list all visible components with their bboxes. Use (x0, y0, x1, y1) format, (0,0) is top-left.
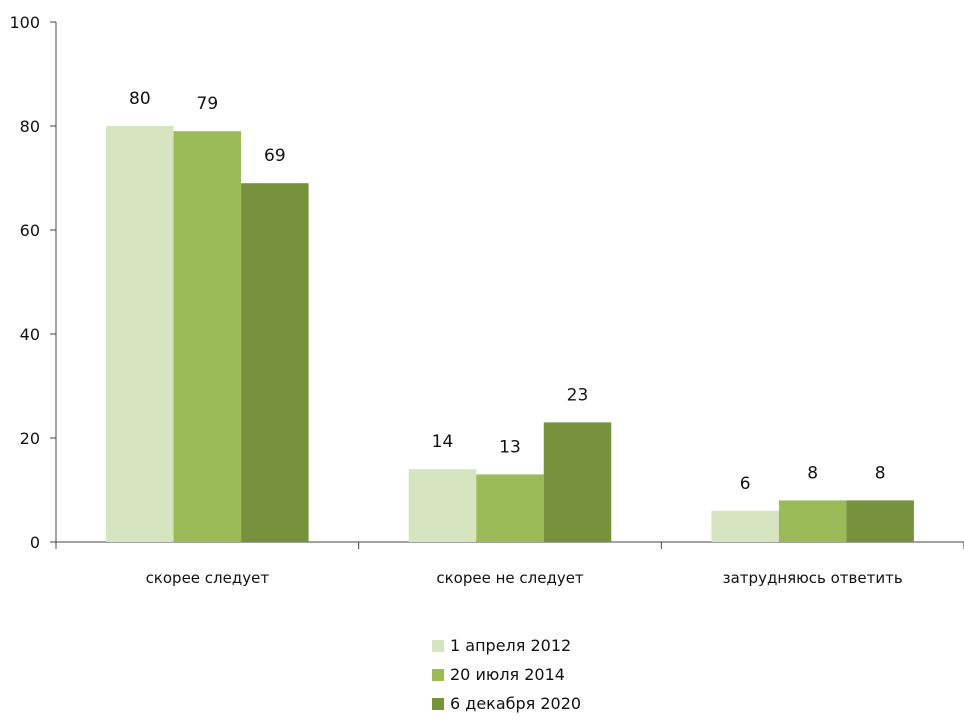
data-label: 8 (875, 463, 886, 483)
data-label: 23 (567, 385, 589, 405)
y-tick-label: 60 (20, 221, 40, 240)
category-label: скорее не следует (436, 569, 584, 587)
data-label: 79 (197, 94, 219, 114)
y-tick-label: 20 (20, 429, 40, 448)
category-label: скорее следует (146, 569, 270, 587)
bar (106, 126, 174, 542)
data-label: 8 (807, 463, 818, 483)
legend-item-series-3: 6 декабря 2020 (432, 689, 581, 718)
legend-swatch (432, 639, 444, 652)
bars (106, 126, 914, 542)
bar (846, 500, 914, 542)
bar (711, 510, 779, 542)
bar (778, 500, 847, 542)
y-tick-label: 40 (20, 325, 40, 344)
legend-item-series-2: 20 июля 2014 (432, 660, 581, 689)
x-axis: скорее следует скорее не следует затрудняю… (55, 541, 964, 587)
y-axis: 0 20 40 60 80 100 (9, 13, 57, 552)
data-label: 69 (264, 146, 286, 166)
legend-swatch (432, 697, 444, 710)
y-tick-label: 100 (9, 13, 40, 32)
data-label: 13 (499, 437, 521, 457)
legend-item-series-1: 1 апреля 2012 (432, 631, 581, 660)
y-tick-label: 80 (20, 117, 40, 136)
bar (241, 183, 309, 542)
bar-chart: 0 20 40 60 80 100 скорее следует скорее не сле… (9, 13, 964, 587)
legend: 1 апреля 2012 20 июля 2014 6 декабря 202… (432, 631, 581, 718)
data-label: 14 (432, 432, 454, 452)
legend-label: 20 июля 2014 (450, 664, 565, 684)
bar (476, 474, 544, 542)
data-labels: 80 79 69 14 13 23 6 8 8 (129, 89, 886, 494)
legend-label: 1 апреля 2012 (450, 635, 572, 655)
data-label: 80 (129, 89, 151, 109)
bar (173, 131, 242, 542)
bar (543, 422, 612, 542)
legend-label: 6 декабря 2020 (450, 693, 582, 713)
category-label: затрудняюсь ответить (723, 569, 903, 587)
data-label: 6 (740, 474, 751, 494)
legend-swatch (432, 668, 444, 681)
y-tick-label: 0 (30, 533, 40, 552)
bar (408, 469, 477, 542)
